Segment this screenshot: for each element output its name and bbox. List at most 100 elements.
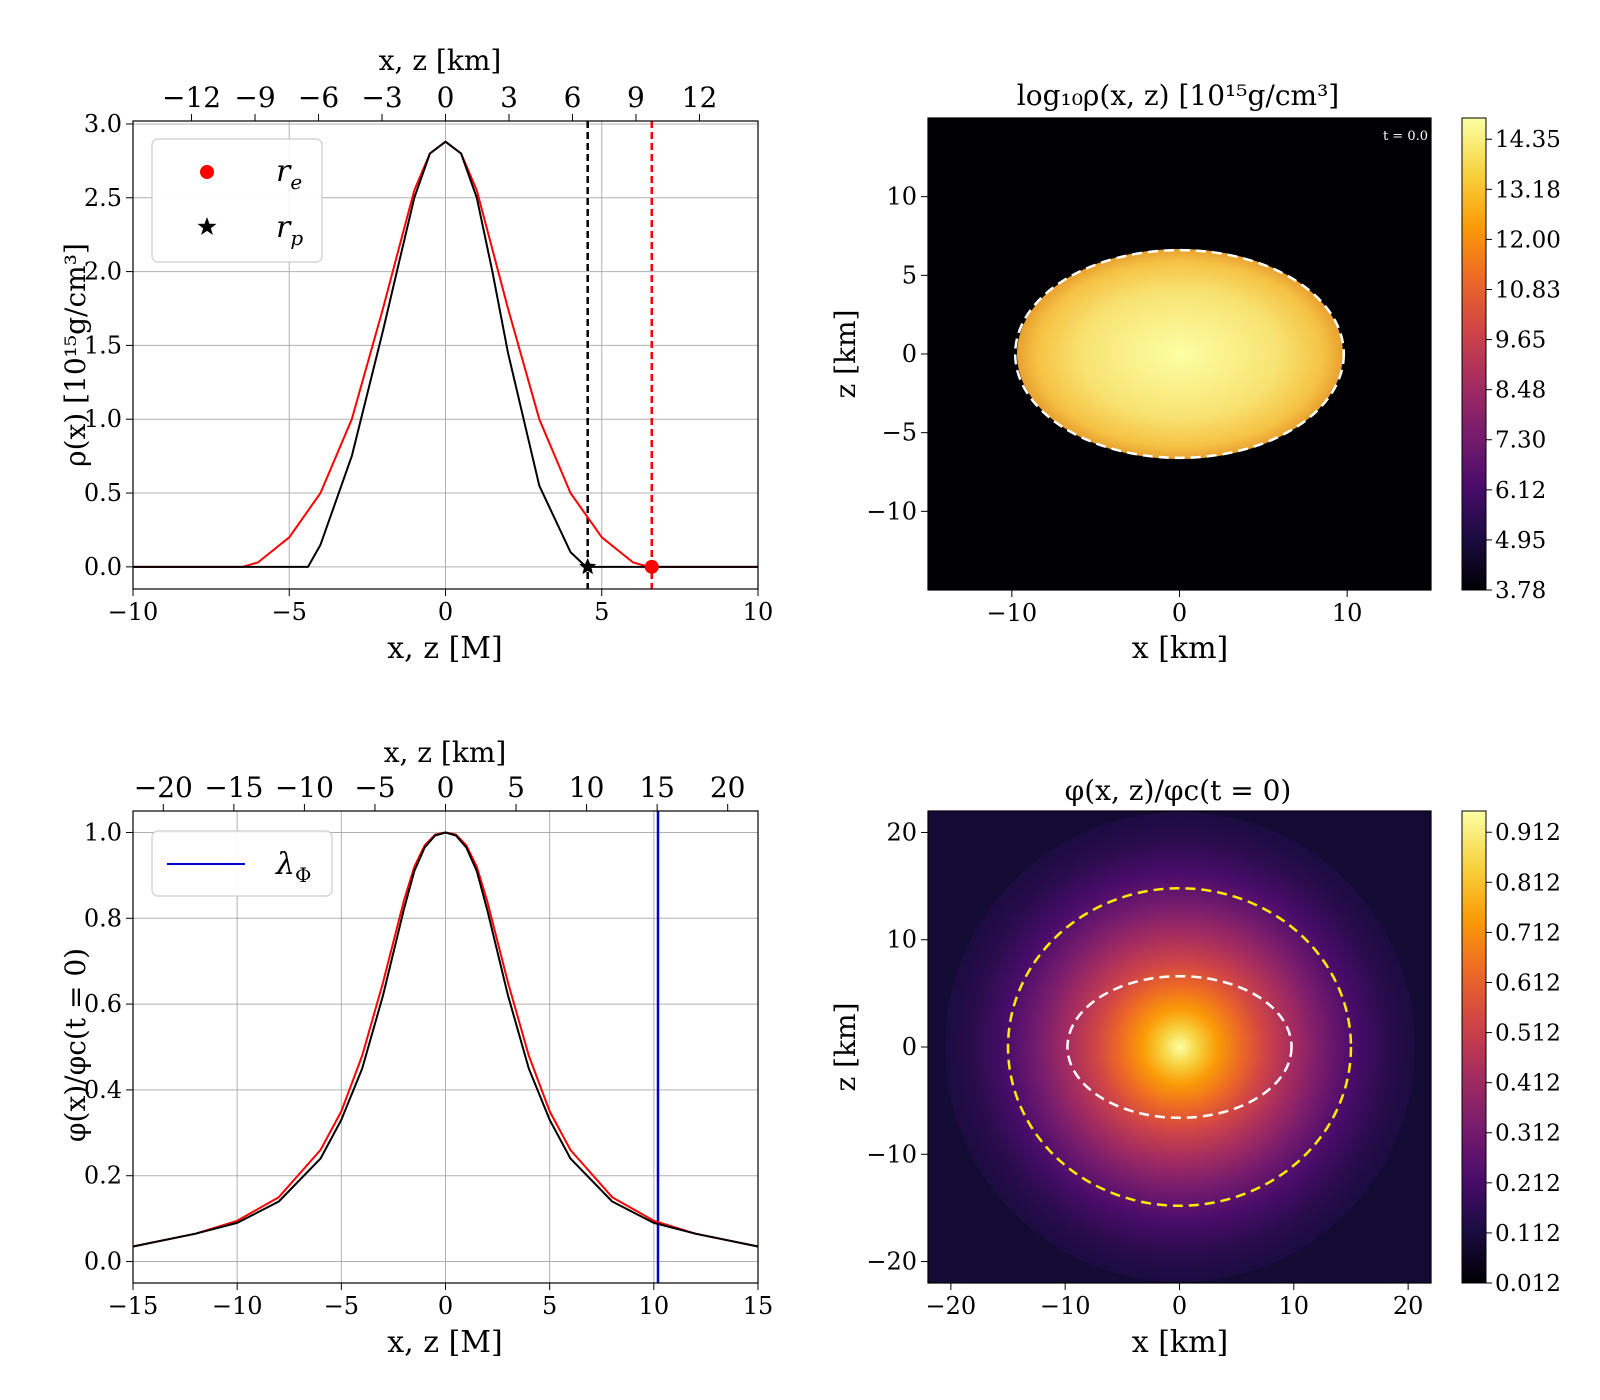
rho-map-xticks: −10 0 10 [987, 590, 1362, 627]
top-tick-label: −6 [298, 81, 339, 114]
series-line [133, 140, 758, 568]
x-tick-label: 0 [438, 598, 453, 626]
y-tick-label: 3.0 [84, 110, 122, 138]
colorbar-tick-label: 0.212 [1495, 1171, 1561, 1197]
top-tick-label: −9 [234, 81, 275, 114]
y-tick-label: −10 [866, 1140, 917, 1168]
legend-re-label: re [276, 154, 302, 194]
phi-colorbar-ticks: 0.912 0.812 0.712 0.612 0.512 0.412 0.312 0.212… [1486, 820, 1561, 1297]
top-tick-label: 0 [437, 771, 455, 804]
colorbar-tick-label: 0.312 [1495, 1121, 1561, 1147]
x-tick-label: 5 [594, 598, 609, 626]
marker-re [644, 559, 659, 574]
rho-map-ylabel: z [km] [829, 309, 862, 398]
colorbar-tick-label: 0.712 [1495, 920, 1561, 946]
y-tick-label: −20 [866, 1248, 917, 1276]
x-tick-label: −10 [1040, 1292, 1091, 1320]
x-tick-label: 0 [1172, 1292, 1187, 1320]
y-tick-label: 5 [902, 261, 917, 289]
legend-rp-label: rp [276, 210, 303, 250]
phi-map-field [945, 812, 1415, 1282]
rho-profile-vlines [586, 121, 653, 589]
top-tick-label: 0 [437, 81, 455, 114]
x-tick-label: −10 [987, 599, 1038, 627]
x-tick-label: 15 [743, 1292, 774, 1320]
rho-profile-series [133, 140, 758, 568]
y-tick-label: 10 [886, 926, 917, 954]
phi-profile-yticks: 0.0 0.2 0.4 0.6 0.8 1.0 [84, 818, 133, 1276]
rho-colorbar [1461, 117, 1487, 591]
legend-re-marker [200, 165, 214, 179]
colorbar-tick-label: 8.48 [1495, 378, 1546, 404]
x-tick-label: −15 [108, 1292, 159, 1320]
y-tick-label: 0.0 [84, 553, 122, 581]
colorbar-tick-label: 3.78 [1495, 578, 1546, 604]
contour-ellipse [1013, 248, 1346, 460]
top-tick-label: 6 [564, 81, 582, 114]
rho-map-yticks: 10 5 0 −5 −10 [866, 183, 928, 525]
colorbar-tick-label: 12.00 [1495, 227, 1561, 253]
rho-profile-xticks: −10 −5 0 5 10 [108, 589, 773, 626]
x-tick-label: 0 [438, 1292, 453, 1320]
phi-colorbar [1461, 810, 1487, 1284]
colorbar-tick-label: 9.65 [1495, 328, 1546, 354]
x-tick-label: 10 [639, 1292, 670, 1320]
phi-map-xticks: −20 −10 0 10 20 [926, 1283, 1424, 1320]
colorbar-tick-label: 4.95 [1495, 528, 1546, 554]
rho-profile-markers [579, 557, 659, 575]
phi-profile-top-ticks: −20 −15 −10 −5 0 5 10 15 20 [134, 771, 746, 811]
x-tick-label: 20 [1393, 1292, 1424, 1320]
phi-map-panel: φ(x, z)/φc(t = 0) −20 −10 0 10 20 20100−10−2… [829, 774, 1561, 1360]
x-tick-label: −5 [272, 598, 307, 626]
phi-profile-series [132, 831, 759, 1248]
x-tick-label: 5 [542, 1292, 557, 1320]
x-tick-label: −10 [108, 598, 159, 626]
x-tick-label: −10 [212, 1292, 263, 1320]
top-tick-label: −3 [361, 81, 402, 114]
y-tick-label: 0.5 [84, 479, 122, 507]
rho-map-panel: log₁₀ρ(x, z) [10¹⁵g/cm³] t = 0.0 −10 0 10 … [829, 79, 1561, 666]
legend-rp-marker [197, 217, 217, 235]
marker-rp [579, 557, 597, 575]
top-tick-label: 3 [500, 81, 518, 114]
phi-map-yticks: 20 10 0 −10 −20 [866, 818, 928, 1276]
y-tick-label: 0.2 [84, 1162, 122, 1190]
y-tick-label: −10 [866, 497, 917, 525]
x-tick-label: 10 [1279, 1292, 1310, 1320]
phi-profile-legend: λΦ [151, 830, 333, 897]
y-tick-label: 1.0 [84, 405, 122, 433]
top-tick-label: 9 [627, 81, 645, 114]
colorbar-tick-label: 0.912 [1495, 820, 1561, 846]
phi-profile-xticks: −15 −10 −5 0 5 10 15 [108, 1283, 774, 1320]
colorbar-tick-label: 10.83 [1495, 277, 1561, 303]
rho-profile-yticks: 0.0 0.5 1.0 1.5 2.0 2.5 3.0 [84, 110, 133, 581]
rho-profile-top-xlabel: x, z [km] [379, 44, 502, 77]
x-tick-label: −5 [324, 1292, 359, 1320]
y-tick-label: 2.0 [84, 258, 122, 286]
top-tick-label: −20 [134, 771, 193, 804]
rho-map-star [1017, 249, 1343, 459]
top-tick-label: −15 [204, 771, 263, 804]
top-tick-label: 20 [710, 771, 746, 804]
rho-profile-xlabel: x, z [M] [387, 631, 502, 666]
contour-ellipse [1006, 886, 1353, 1208]
rho-colorbar-ticks: 14.35 13.18 12.00 10.83 9.65 8.48 7.30 6.12 4.95… [1486, 127, 1561, 604]
colorbar-tick-label: 7.30 [1495, 428, 1546, 454]
colorbar-tick-label: 0.512 [1495, 1021, 1561, 1047]
rho-profile-ylabel: ρ(x) [10¹⁵g/cm³] [59, 243, 92, 467]
colorbar-tick-label: 0.012 [1495, 1271, 1561, 1297]
y-tick-label: 0.4 [84, 1076, 122, 1104]
colorbar-tick-label: 0.612 [1495, 970, 1561, 996]
series-line [132, 831, 759, 1248]
y-tick-label: 10 [886, 183, 917, 211]
colorbar-tick-label: 0.112 [1495, 1221, 1561, 1247]
rho-map-contours [1013, 248, 1346, 460]
y-tick-label: 20 [886, 818, 917, 846]
top-tick-label: 15 [639, 771, 675, 804]
phi-profile-panel: x, z [km] −15 −10 −5 0 5 10 15 0.0 0.2 0.4 0.6 0.8… [59, 736, 773, 1360]
phi-map-title: φ(x, z)/φc(t = 0) [1065, 774, 1292, 807]
y-tick-label: 1.0 [84, 818, 122, 846]
x-tick-label: 0 [1172, 599, 1187, 627]
colorbar-tick-label: 6.12 [1495, 478, 1546, 504]
